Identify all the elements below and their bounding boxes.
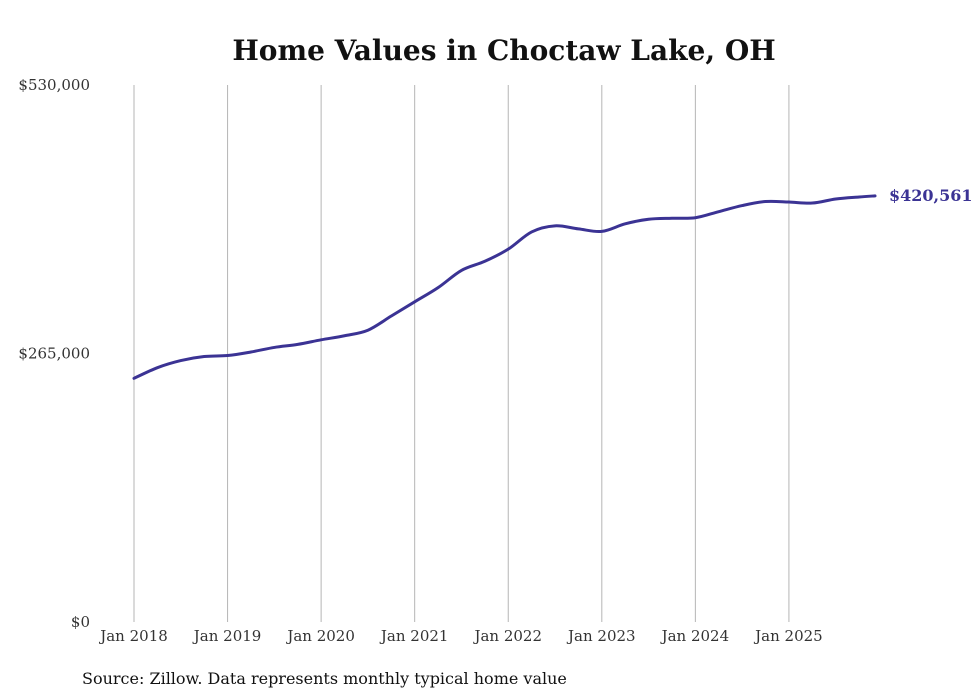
x-tick-label: Jan 2021 bbox=[379, 627, 449, 645]
grid-layer bbox=[133, 85, 790, 622]
x-tick-label: Jan 2022 bbox=[472, 627, 542, 645]
x-tick-label: Jan 2020 bbox=[285, 627, 355, 645]
x-tick-label: Jan 2019 bbox=[192, 627, 262, 645]
chart-title: Home Values in Choctaw Lake, OH bbox=[232, 34, 775, 67]
y-tick-label: $265,000 bbox=[18, 345, 90, 363]
series-line bbox=[132, 194, 877, 380]
y-tick-label: $530,000 bbox=[18, 76, 90, 94]
y-tick-label: $0 bbox=[71, 613, 90, 631]
x-tick-label: Jan 2025 bbox=[753, 627, 823, 645]
y-axis: $0 $265,000 $530,000 bbox=[18, 76, 90, 631]
x-axis: Jan 2018 Jan 2019 Jan 2020 Jan 2021 Jan 2022… bbox=[98, 627, 822, 645]
series-layer: $420,561 bbox=[132, 186, 973, 380]
source-note: Source: Zillow. Data represents monthly … bbox=[82, 669, 567, 688]
x-tick-label: Jan 2024 bbox=[660, 627, 730, 645]
x-tick-label: Jan 2018 bbox=[98, 627, 168, 645]
end-value-label: $420,561 bbox=[889, 186, 973, 205]
x-tick-label: Jan 2023 bbox=[566, 627, 636, 645]
